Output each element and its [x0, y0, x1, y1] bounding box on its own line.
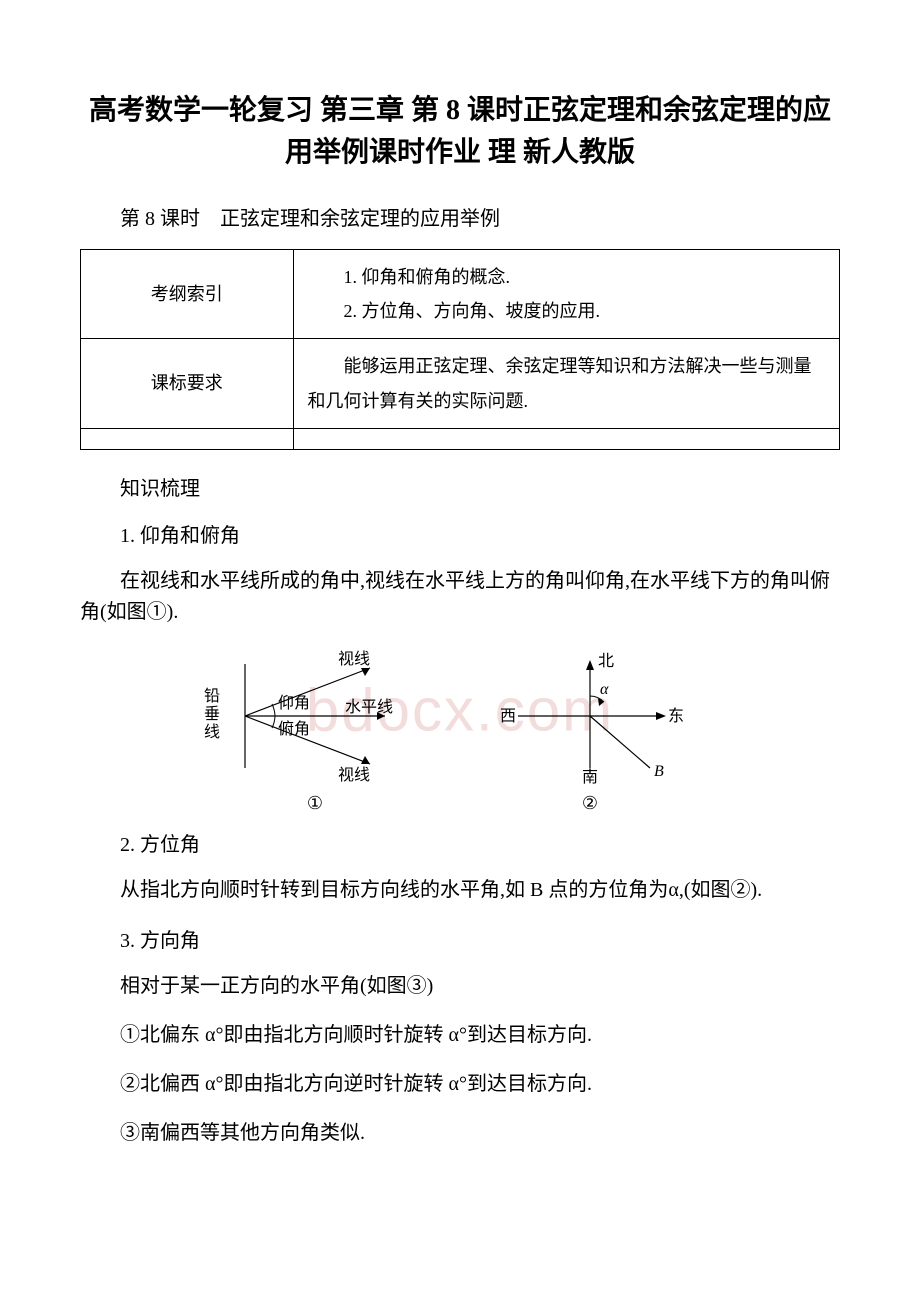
elevation-depression-diagram: 铅 垂 线 视线 视线 水平线 仰角 俯角 — [200, 646, 430, 786]
north-label: 北 — [598, 652, 614, 670]
lesson-subtitle: 第 8 课时 正弦定理和余弦定理的应用举例 — [80, 202, 840, 231]
south-label: 南 — [582, 768, 598, 786]
standard-content: 能够运用正弦定理、余弦定理等知识和方法解决一些与测量和几何计算有关的实际问题. — [293, 339, 839, 428]
paragraph-1: 在视线和水平线所成的角中,视线在水平线上方的角叫仰角,在水平线下方的角叫俯角(如… — [80, 566, 840, 628]
syllabus-index-label: 考纲索引 — [81, 250, 294, 339]
empty-cell — [293, 428, 839, 449]
sight-down-label: 视线 — [338, 766, 370, 784]
syllabus-item: 1. 仰角和俯角的概念. — [308, 260, 825, 294]
table-row — [81, 428, 840, 449]
page-title: 高考数学一轮复习 第三章 第 8 课时正弦定理和余弦定理的应用举例课时作业 理 … — [80, 90, 840, 174]
east-label: 东 — [668, 707, 684, 725]
empty-cell — [81, 428, 294, 449]
section-heading-knowledge: 知识梳理 — [80, 472, 840, 501]
lead-label: 线 — [204, 723, 220, 741]
paragraph-3: 相对于某一正方向的水平角(如图③) — [80, 971, 840, 1002]
point-b-label: B — [654, 763, 664, 780]
syllabus-item: 2. 方位角、方向角、坡度的应用. — [308, 294, 825, 328]
depression-label: 俯角 — [278, 720, 310, 738]
west-label: 西 — [500, 708, 516, 725]
diagram-1-caption: ① — [200, 793, 430, 814]
table-row: 课标要求 能够运用正弦定理、余弦定理等知识和方法解决一些与测量和几何计算有关的实… — [81, 339, 840, 428]
standard-text: 能够运用正弦定理、余弦定理等知识和方法解决一些与测量和几何计算有关的实际问题. — [308, 349, 825, 417]
heading-1: 1. 仰角和俯角 — [80, 519, 840, 548]
diagram-1: 铅 垂 线 视线 视线 水平线 仰角 俯角 ① — [200, 646, 430, 814]
elevation-label: 仰角 — [278, 694, 310, 712]
paragraph-3a: ①北偏东 α°即由指北方向顺时针旋转 α°到达目标方向. — [80, 1020, 840, 1051]
heading-3: 3. 方向角 — [80, 924, 840, 953]
syllabus-index-content: 1. 仰角和俯角的概念. 2. 方位角、方向角、坡度的应用. — [293, 250, 839, 339]
paragraph-3b: ②北偏西 α°即由指北方向逆时针旋转 α°到达目标方向. — [80, 1069, 840, 1100]
paragraph-2: 从指北方向顺时针转到目标方向线的水平角,如 B 点的方位角为α,(如图②). — [80, 875, 840, 906]
diagram-2-caption: ② — [490, 793, 690, 814]
sight-up-label: 视线 — [338, 650, 370, 668]
syllabus-table: 考纲索引 1. 仰角和俯角的概念. 2. 方位角、方向角、坡度的应用. 课标要求… — [80, 249, 840, 450]
lead-label: 铅 — [204, 687, 220, 705]
heading-2: 2. 方位角 — [80, 828, 840, 857]
table-row: 考纲索引 1. 仰角和俯角的概念. 2. 方位角、方向角、坡度的应用. — [81, 250, 840, 339]
horizontal-label: 水平线 — [345, 698, 393, 716]
lead-label: 垂 — [204, 705, 220, 723]
standard-label: 课标要求 — [81, 339, 294, 428]
alpha-label: α — [600, 681, 609, 698]
diagram-row: 铅 垂 线 视线 视线 水平线 仰角 俯角 ① — [200, 646, 840, 814]
azimuth-diagram: 北 南 东 西 α B — [490, 646, 690, 786]
paragraph-3c: ③南偏西等其他方向角类似. — [80, 1118, 840, 1149]
diagram-2: 北 南 东 西 α B ② — [490, 646, 690, 814]
